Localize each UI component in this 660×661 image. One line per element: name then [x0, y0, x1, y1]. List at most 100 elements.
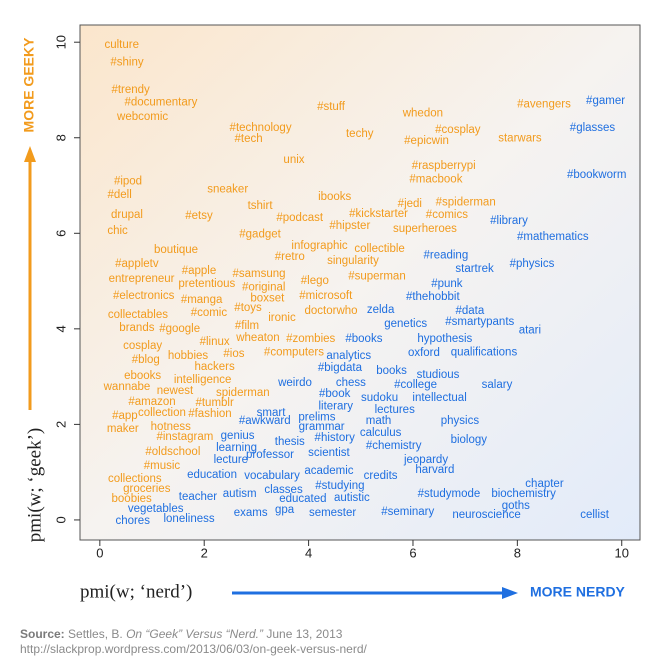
word-point: ibooks	[318, 191, 351, 203]
word-point: #blog	[132, 354, 160, 366]
word-point: collections	[108, 473, 162, 485]
word-point: #google	[159, 323, 200, 335]
word-point: #samsung	[232, 268, 285, 280]
word-point: boutique	[154, 244, 198, 256]
word-point: credits	[364, 470, 398, 482]
word-point: hackers	[195, 361, 236, 373]
word-point: collection	[138, 407, 186, 419]
word-point: #toys	[234, 302, 262, 314]
source-label: Source:	[20, 627, 65, 641]
word-point: autism	[223, 488, 257, 500]
word-point: harvard	[415, 464, 454, 476]
word-point: physics	[441, 415, 480, 427]
y-tick-label: 8	[53, 134, 68, 141]
word-point: #thehobbit	[406, 291, 461, 303]
word-point: #linux	[200, 336, 230, 348]
word-point: #gadget	[239, 228, 281, 240]
word-point: loneliness	[163, 513, 214, 525]
word-point: semester	[309, 507, 356, 519]
word-point: unix	[283, 154, 304, 166]
word-point: lectures	[375, 404, 416, 416]
word-point: pretentious	[178, 278, 235, 290]
word-point: #jedi	[398, 198, 422, 210]
word-point: #comic	[191, 307, 228, 319]
word-point: #bookworm	[567, 169, 626, 181]
word-point: wannabe	[103, 381, 151, 393]
word-point: #film	[235, 320, 259, 332]
word-point: #dell	[108, 189, 132, 201]
word-point: intellectual	[412, 392, 466, 404]
word-point: #macbook	[409, 173, 462, 185]
word-point: wheaton	[235, 332, 279, 344]
word-point: #etsy	[185, 210, 213, 222]
nerdy-arrowhead	[502, 587, 518, 599]
word-point: #manga	[181, 294, 223, 306]
x-tick-label: 10	[614, 545, 628, 560]
word-point: weirdo	[277, 377, 312, 389]
x-tick-label: 4	[305, 545, 312, 560]
word-point: groceries	[123, 483, 171, 495]
word-point: #documentary	[124, 96, 197, 108]
word-point: #history	[315, 432, 356, 444]
word-point: chess	[336, 377, 366, 389]
word-point: math	[366, 415, 392, 427]
word-point: spiderman	[216, 387, 270, 399]
source-date: June 13, 2013	[266, 627, 343, 641]
word-point: #retro	[275, 251, 305, 263]
word-point: culture	[104, 39, 139, 51]
word-point: #cosplay	[435, 124, 481, 136]
word-point: #superman	[348, 270, 406, 282]
y-tick-label: 10	[53, 35, 68, 49]
word-point: #seminary	[381, 506, 434, 518]
word-point: #spiderman	[436, 196, 496, 208]
word-point: doctorwho	[305, 305, 358, 317]
word-point: #original	[242, 281, 285, 293]
word-point: #microsoft	[299, 290, 353, 302]
word-point: qualifications	[451, 346, 518, 358]
word-point: hypothesis	[417, 333, 472, 345]
word-point: #podcast	[276, 212, 323, 224]
word-point: #book	[319, 388, 351, 400]
word-point: #raspberrypi	[412, 160, 476, 172]
word-point: sudoku	[361, 392, 398, 404]
word-point: #appletv	[115, 258, 159, 270]
word-point: #chemistry	[366, 440, 422, 452]
word-point: scientist	[308, 447, 350, 459]
word-point: atari	[519, 324, 541, 336]
word-point: newest	[157, 385, 194, 397]
word-point: genius	[221, 430, 255, 442]
word-point: cosplay	[123, 340, 162, 352]
y-tick-label: 4	[53, 325, 68, 332]
word-point: #oldschool	[145, 446, 200, 458]
word-point: tshirt	[248, 200, 274, 212]
word-point: educated	[279, 493, 326, 505]
word-point: #mathematics	[517, 231, 589, 243]
word-point: cellist	[580, 509, 610, 521]
word-point: #studying	[315, 480, 364, 492]
word-point: #computers	[264, 346, 324, 358]
word-point: #technology	[230, 122, 292, 134]
word-point: #tech	[235, 133, 263, 145]
plot-area	[79, 24, 641, 541]
word-point: #trendy	[111, 84, 150, 96]
word-point: drupal	[111, 209, 143, 221]
source-title: On “Geek” Versus “Nerd.”	[126, 627, 263, 641]
word-point: #instagram	[156, 431, 213, 443]
word-point: analytics	[326, 350, 371, 362]
word-point: hotness	[151, 421, 192, 433]
word-point: studious	[417, 369, 460, 381]
x-axis-label: pmi(w; ‘nerd’)	[80, 581, 192, 602]
word-point: #zombies	[286, 333, 335, 345]
word-point: neuroscience	[452, 509, 520, 521]
word-point: vegetables	[128, 503, 184, 515]
word-point: learning	[216, 442, 257, 454]
word-point: #library	[490, 215, 528, 227]
word-point: #epicwin	[404, 135, 449, 147]
word-point: #awkward	[239, 415, 291, 427]
source-url: http://slackprop.wordpress.com/2013/06/0…	[20, 642, 367, 656]
word-point: thesis	[275, 436, 305, 448]
word-point: #physics	[510, 258, 555, 270]
word-point: chic	[107, 225, 128, 237]
word-point: classes	[264, 484, 303, 496]
word-point: #fashion	[188, 408, 231, 420]
